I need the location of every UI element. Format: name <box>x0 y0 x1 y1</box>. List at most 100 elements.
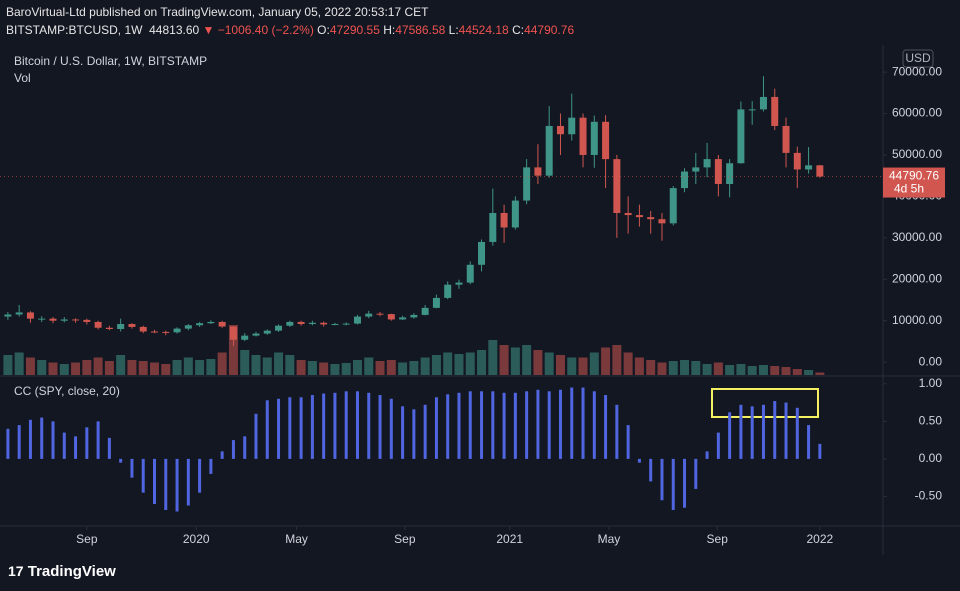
currency-box <box>902 49 934 68</box>
volume-bar <box>409 361 419 375</box>
volume-bar <box>612 345 622 375</box>
volume-bar <box>262 357 272 375</box>
indicator-bar <box>739 404 743 459</box>
indicator-bar <box>626 425 630 459</box>
indicator-bar <box>434 397 438 459</box>
volume-bar <box>296 360 306 375</box>
volume-bar <box>488 340 498 375</box>
indicator-bar <box>412 409 416 459</box>
candle-body <box>15 312 23 315</box>
candle-body <box>139 326 147 332</box>
volume-bar <box>127 360 137 375</box>
volume-bar <box>770 366 780 375</box>
indicator-bar <box>705 451 709 459</box>
candle-body <box>60 319 68 321</box>
volume-bar <box>116 355 126 375</box>
indicator-bar <box>277 398 281 459</box>
volume-bar <box>555 355 565 375</box>
volume-bar <box>736 364 746 375</box>
indicator-bar <box>716 432 720 459</box>
candle-body <box>196 323 204 326</box>
l: 44524.18 <box>458 23 509 37</box>
candle-body <box>500 212 508 228</box>
indicator-bar <box>784 402 788 459</box>
footer: 17 TradingView <box>8 563 116 580</box>
candle-body <box>26 312 34 319</box>
volume-bar <box>3 355 13 375</box>
indicator-bar <box>333 392 337 459</box>
candle-body <box>511 200 519 228</box>
volume-bar <box>702 364 712 375</box>
volume-bar <box>352 360 362 375</box>
y-tick-label: 1.00 <box>919 376 943 390</box>
volume-bar <box>465 352 475 375</box>
candle-body <box>782 125 790 153</box>
volume-bar <box>37 360 47 375</box>
candle-body <box>805 165 813 170</box>
indicator-bar <box>592 391 596 459</box>
indicator-bar <box>513 392 517 459</box>
candle-body <box>353 316 361 324</box>
last-price: 44790.76 <box>889 169 939 183</box>
c: 44790.76 <box>524 23 575 37</box>
indicator-bar <box>547 391 551 459</box>
candle-body <box>410 314 418 318</box>
indicator-bar <box>615 404 619 459</box>
volume-bar <box>206 359 216 375</box>
volume-bar <box>668 361 678 375</box>
last: 44813.60 <box>149 23 200 37</box>
candle-body <box>771 96 779 126</box>
candle-body <box>737 109 745 164</box>
highlight-box <box>711 388 819 418</box>
volume-bar <box>510 347 520 375</box>
volume-bar <box>725 365 735 375</box>
indicator-bar <box>265 400 269 459</box>
volume-bar <box>138 361 148 375</box>
candle-body <box>545 125 553 176</box>
indicator-bar <box>423 404 427 459</box>
indicator-bar <box>6 428 10 459</box>
indicator-bar <box>152 458 156 504</box>
candle-body <box>432 297 440 308</box>
candle-body <box>726 163 734 184</box>
candle-body <box>568 117 576 135</box>
candle-body <box>297 321 305 325</box>
volume-bar <box>623 352 633 375</box>
indicator-bar <box>660 458 664 501</box>
indicator-bar <box>468 391 472 459</box>
candle-body <box>714 159 722 184</box>
h: 47586.58 <box>395 23 446 37</box>
candle-body <box>602 121 610 160</box>
indicator-bar <box>17 425 21 459</box>
change: ▼ −1006.40 (−2.2%) <box>202 23 314 37</box>
candle-body <box>38 318 46 320</box>
indicator-bar <box>243 436 247 459</box>
candle-body <box>207 321 215 324</box>
indicator-bar <box>310 395 314 459</box>
x-tick-label: May <box>285 532 308 546</box>
indicator-bar <box>198 458 202 493</box>
indicator-bar <box>761 404 765 459</box>
candle-body <box>703 159 711 168</box>
y-tick-label: 10000.00 <box>892 313 942 327</box>
volume-bar <box>149 362 159 375</box>
indicator-title: CC (SPY, close, 20) <box>14 384 120 398</box>
candle-body <box>669 188 677 224</box>
candle-body <box>376 313 384 315</box>
candle-body <box>252 333 260 336</box>
candle-body <box>241 335 249 340</box>
indicator-bar <box>367 392 371 459</box>
candle-body <box>229 326 237 340</box>
indicator-bar <box>446 394 450 459</box>
indicator-bar <box>119 458 123 463</box>
candle-body <box>173 328 181 333</box>
indicator-bar <box>649 458 653 482</box>
indicator-bar <box>288 397 292 459</box>
volume-bar <box>533 350 543 375</box>
candle-body <box>692 167 700 172</box>
y-tick-label: -0.50 <box>915 489 943 503</box>
candle-body <box>105 327 113 330</box>
indicator-bar <box>536 389 540 459</box>
volume-bar <box>285 355 295 375</box>
